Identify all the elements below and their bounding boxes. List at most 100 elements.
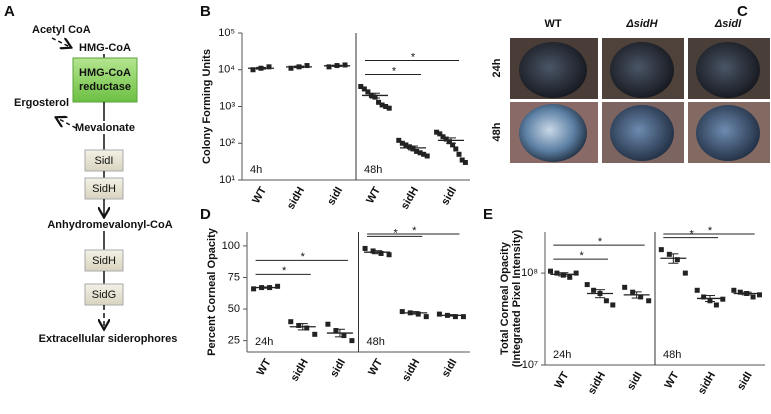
data-point [288,65,294,71]
data-point [591,287,597,293]
data-point [325,321,331,327]
y-axis-label: Total Corneal Opacity [499,241,511,355]
x-tick-label: sidH [399,185,421,212]
data-point [304,325,310,331]
data-point [396,137,402,143]
arrow [57,118,77,129]
y-axis-sublabel: (Integrated Pixel Intensity) [511,229,523,367]
data-point [460,314,466,320]
data-point [434,129,440,135]
data-point [266,64,272,70]
row-header: 24h [491,58,503,77]
data-point [361,86,367,92]
x-tick-label: WT [663,370,682,391]
data-point [603,298,609,304]
data-point [459,157,465,163]
y-axis-label: Colony Forming Units [201,49,213,164]
data-point [379,102,385,108]
data-point [386,252,392,258]
data-point [658,247,664,253]
significance-label: * [392,65,397,77]
y-tick-label: 25 [228,335,240,347]
data-point [362,245,368,251]
node-label: HMG-CoA [79,42,131,54]
data-point [251,286,257,292]
y-tick-label: 10⁴ [218,64,235,76]
data-point [701,294,707,300]
data-point [437,131,443,137]
x-tick-label: WT [255,357,274,378]
data-point [713,302,719,308]
data-point [296,322,302,328]
data-point [417,150,423,156]
x-tick-label: sidH [289,357,311,384]
data-point [250,67,256,73]
data-point [731,287,737,293]
arrow [51,37,70,47]
eye [696,42,760,98]
significance-label: * [301,251,306,263]
eye [519,104,587,162]
group-label: 48h [663,349,681,361]
data-point [720,296,726,302]
data-point [456,151,462,157]
node-label: Acetyl CoA [32,24,91,36]
y-tick-label: 10⁷ [522,359,538,371]
y-tick-label: 75 [228,271,240,283]
data-point [443,136,449,142]
group-label: 48h [364,164,382,176]
node-label: Extracellular siderophores [39,333,178,345]
y-tick-label: 10³ [219,100,235,112]
node-label: Anhydromevalonyl-CoA [47,219,172,231]
y-tick-label: 10¹ [219,174,235,186]
x-tick-label: WT [366,357,385,378]
row-header: 48h [491,122,503,141]
data-point [436,311,442,317]
column-header: WT [544,18,561,30]
y-tick-label: 50 [228,303,240,315]
y-tick-label: 10⁸ [521,267,538,279]
data-point [358,84,364,90]
node-label: SidG [92,289,116,301]
data-point [424,153,430,159]
data-point [446,139,452,145]
significance-label: * [412,225,417,237]
data-point [341,333,347,339]
data-point [682,270,688,276]
data-point [756,292,762,298]
data-point [694,287,700,293]
panel-label: D [200,206,211,223]
y-tick-label: 10⁵ [218,27,235,39]
data-point [737,289,743,295]
data-point [399,309,405,315]
panel-label: A [4,3,15,20]
data-point [326,64,332,70]
x-tick-label: sidI [625,370,645,392]
panel-label: E [483,206,493,223]
significance-label: * [282,265,287,277]
data-point [333,328,339,334]
significance-label: * [580,250,585,262]
data-point [450,142,456,148]
y-tick-label: 10² [219,137,235,149]
group-label: 24h [255,336,273,348]
data-point [750,294,756,300]
pathway-diagram: Acetyl CoA HMG-CoA HMG-CoA reductase Erg… [14,24,177,345]
data-point [383,104,389,109]
x-tick-label: sidI [735,370,755,392]
significance-label: * [411,51,416,63]
eye [610,42,674,98]
data-point [567,274,573,280]
x-tick-label: sidH [586,370,608,397]
significance-label: * [708,225,713,237]
photo-grid: WT ΔsidH ΔsidI 24h 48h [491,18,770,163]
data-point [304,63,310,69]
data-point [342,62,348,68]
node-label: Ergosterol [14,97,69,109]
data-point [573,270,579,276]
data-point [399,140,405,146]
data-point [288,319,294,325]
eye [696,105,760,161]
data-point [462,159,468,165]
